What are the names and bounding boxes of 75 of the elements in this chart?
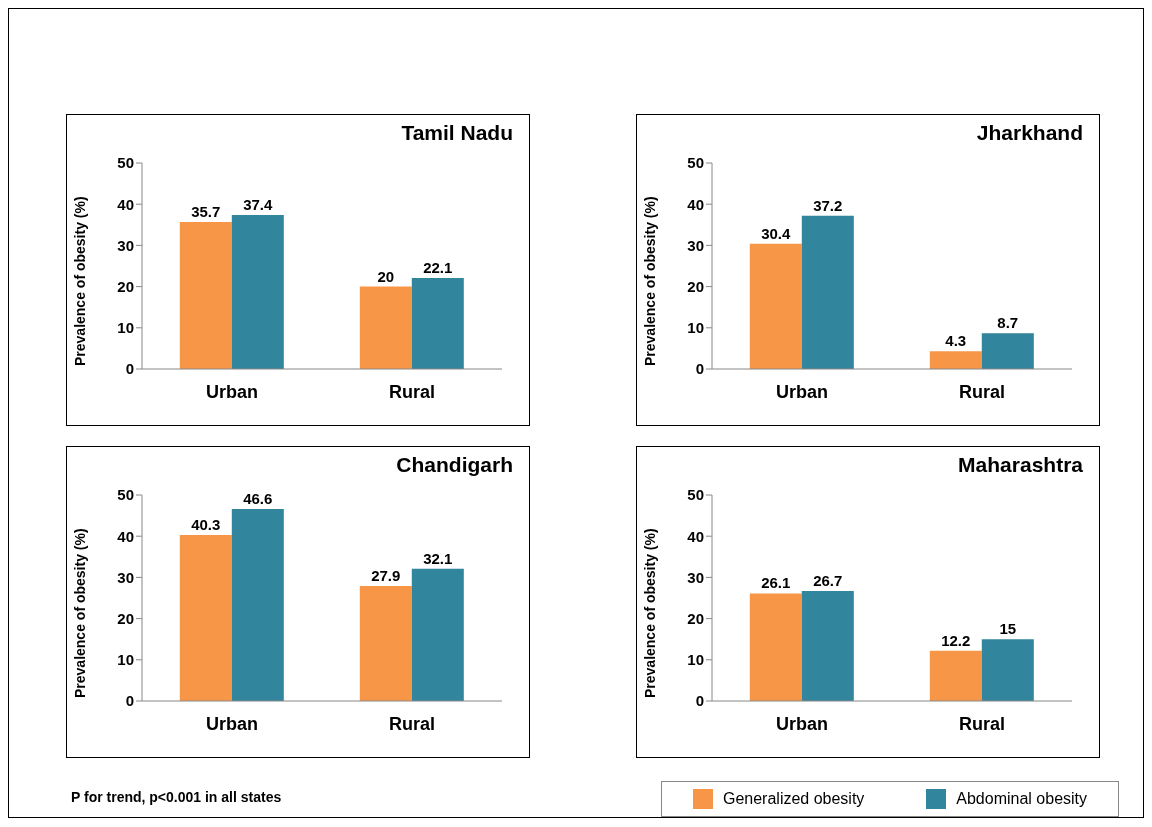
x-tick-label: Rural [958,713,1006,734]
y-axis-title: Prevalence of obesity (%) [641,196,658,366]
data-label: 37.2 [813,196,843,214]
y-axis-title: Prevalence of obesity (%) [641,528,658,698]
chart-title: Jharkhand [976,121,1083,145]
y-tick-label: 0 [695,360,704,378]
y-tick-label: 10 [117,651,134,669]
bar [929,351,982,369]
bar [179,221,232,369]
x-tick-label: Rural [958,381,1006,402]
bar [749,593,802,701]
data-label: 35.7 [191,202,221,220]
y-tick-label: 30 [117,568,134,586]
y-tick-label: 10 [687,651,704,669]
y-tick-label: 0 [695,692,704,710]
legend-label: Generalized obesity [722,790,865,808]
y-tick-label: 20 [687,277,704,295]
x-tick-label: Urban [205,713,259,734]
bar [981,639,1034,701]
bar [411,568,464,701]
y-tick-label: 0 [125,692,134,710]
bar [359,286,412,369]
x-tick-label: Rural [388,713,436,734]
bar [801,591,854,701]
data-label: 22.1 [423,258,453,276]
data-label: 4.3 [945,332,967,350]
y-tick-label: 40 [117,527,134,545]
data-label: 20 [377,267,395,285]
y-tick-label: 10 [117,319,134,337]
y-tick-label: 20 [687,609,704,627]
data-label: 8.7 [997,314,1019,332]
y-tick-label: 20 [117,609,134,627]
chart-title: Maharashtra [958,453,1083,477]
y-axis-title: Prevalence of obesity (%) [71,196,88,366]
data-label: 12.2 [941,631,971,649]
x-tick-label: Rural [388,381,436,402]
bar [359,586,412,701]
bar [231,509,284,701]
y-tick-label: 30 [117,236,134,254]
bar [411,277,464,369]
x-tick-label: Urban [775,713,829,734]
y-tick-label: 40 [687,527,704,545]
y-tick-label: 20 [117,277,134,295]
chart-title: Tamil Nadu [401,121,513,145]
y-tick-label: 50 [117,486,134,504]
y-tick-label: 40 [117,195,134,213]
data-label: 30.4 [761,224,792,242]
data-label: 32.1 [423,549,453,567]
bar [929,650,982,701]
bar [231,214,284,369]
chart-title: Chandigarh [396,453,513,477]
data-label: 40.3 [191,515,221,533]
legend-label: Abdominal obesity [956,790,1088,808]
y-tick-label: 0 [125,360,134,378]
y-axis-title: Prevalence of obesity (%) [71,528,88,698]
bar [749,243,802,369]
data-label: 26.7 [813,572,843,589]
y-tick-label: 50 [687,486,704,504]
data-label: 15 [999,620,1017,638]
y-tick-label: 10 [687,319,704,337]
x-tick-label: Urban [775,381,829,402]
bar [801,215,854,369]
y-tick-label: 30 [687,568,704,586]
y-tick-label: 50 [687,154,704,172]
y-tick-label: 40 [687,195,704,213]
text: P for trend, p<0.001 in all states [71,789,282,805]
bar [981,333,1034,369]
y-tick-label: 30 [687,236,704,254]
data-label: 26.1 [761,574,791,592]
bar [179,534,232,701]
data-label: 27.9 [371,567,401,585]
x-tick-label: Urban [205,381,259,402]
data-label: 46.6 [243,490,273,508]
data-label: 37.4 [243,195,274,213]
y-tick-label: 50 [117,154,134,172]
